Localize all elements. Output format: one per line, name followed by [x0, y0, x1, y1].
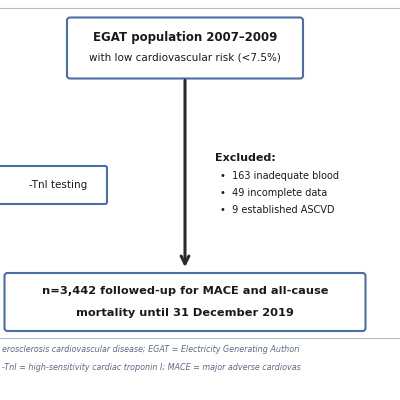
Text: •  9 established ASCVD: • 9 established ASCVD: [220, 205, 334, 215]
Text: n=3,442 followed-up for MACE and all-cause: n=3,442 followed-up for MACE and all-cau…: [42, 286, 328, 296]
FancyBboxPatch shape: [0, 166, 107, 204]
Text: -TnI = high-sensitivity cardiac troponin I; MACE = major adverse cardiovas: -TnI = high-sensitivity cardiac troponin…: [2, 362, 301, 372]
FancyBboxPatch shape: [4, 273, 366, 331]
Text: Excluded:: Excluded:: [215, 153, 276, 163]
Text: EGAT population 2007–2009: EGAT population 2007–2009: [93, 32, 277, 44]
Text: •  49 incomplete data: • 49 incomplete data: [220, 188, 327, 198]
Text: •  163 inadequate blood: • 163 inadequate blood: [220, 171, 339, 181]
Text: -TnI testing: -TnI testing: [29, 180, 87, 190]
Text: mortality until 31 December 2019: mortality until 31 December 2019: [76, 308, 294, 318]
FancyBboxPatch shape: [67, 18, 303, 78]
Text: erosclerosis cardiovascular disease; EGAT = Electricity Generating Authori: erosclerosis cardiovascular disease; EGA…: [2, 346, 300, 354]
Text: with low cardiovascular risk (<7.5%): with low cardiovascular risk (<7.5%): [89, 53, 281, 63]
